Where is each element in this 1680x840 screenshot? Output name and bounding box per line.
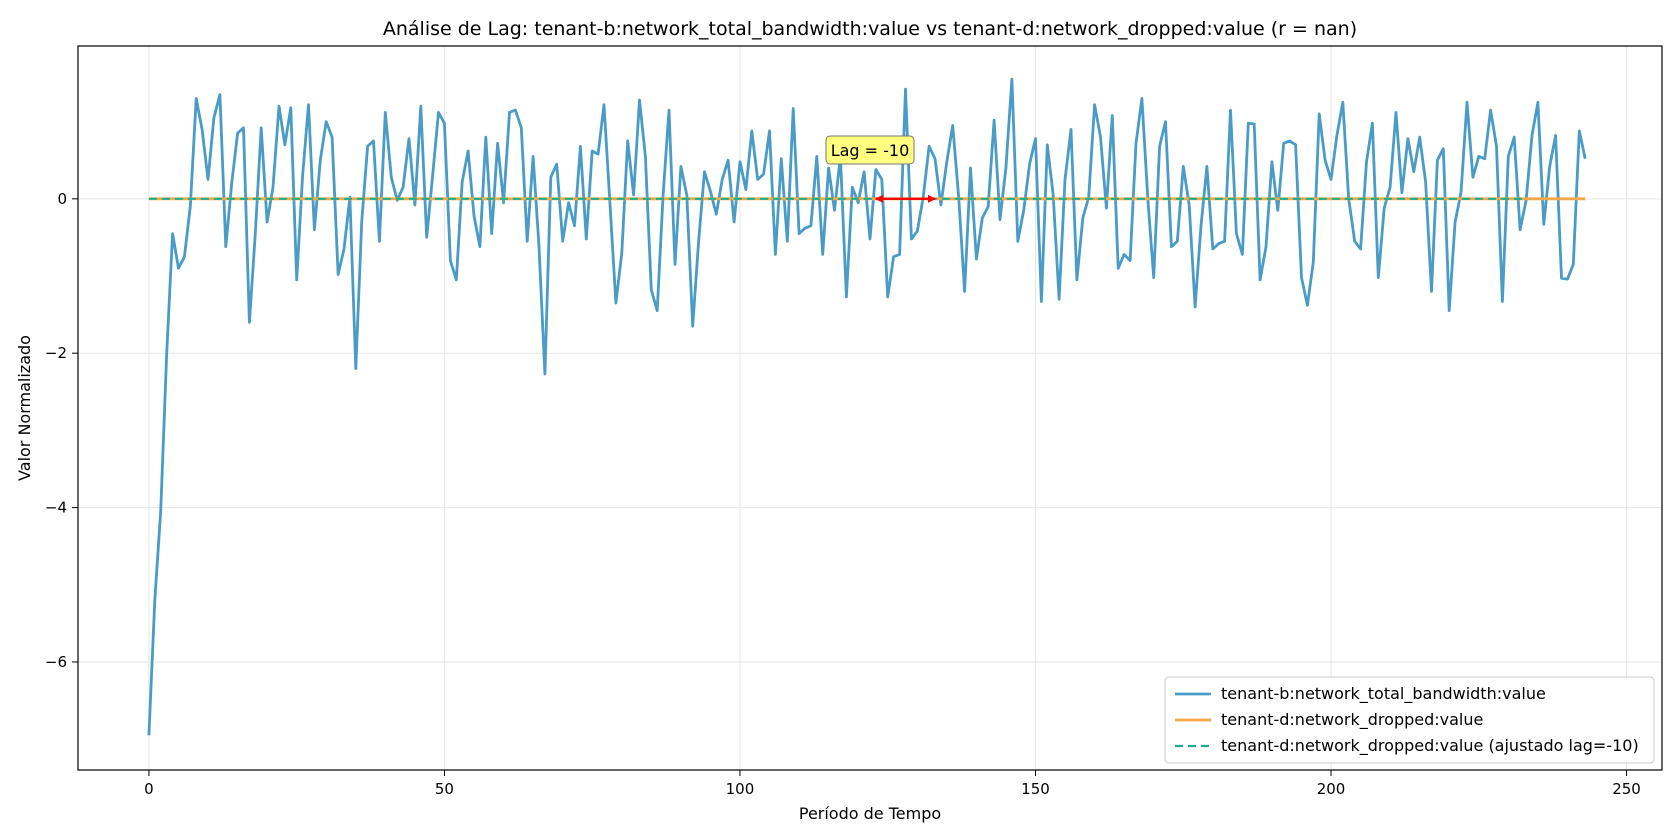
legend-label-2: tenant-d:network_dropped:value (1221, 710, 1483, 730)
x-axis-label: Período de Tempo (799, 804, 941, 823)
x-tick-label: 250 (1612, 780, 1641, 798)
x-tick-label: 50 (435, 780, 454, 798)
series-line-1 (147, 77, 1587, 736)
x-tick-label: 150 (1021, 780, 1050, 798)
lag-label-box (825, 135, 915, 165)
legend: tenant-b:network_total_bandwidth:valuete… (1164, 676, 1655, 764)
y-tick-label: −2 (45, 344, 67, 362)
x-axis-ticks: 0 50 100 150 200 250 (144, 770, 1641, 798)
series-layer (147, 77, 1587, 736)
legend-box (1164, 676, 1655, 764)
y-tick-label: 0 (57, 190, 67, 208)
y-axis-ticks: −6 −4 −2 0 (45, 190, 78, 671)
y-tick-label: −6 (45, 653, 67, 671)
chart-title: Análise de Lag: tenant-b:network_total_b… (383, 18, 1357, 40)
x-tick-label: 200 (1317, 780, 1346, 798)
x-tick-label: 100 (726, 780, 755, 798)
lag-annotation: Lag = -10 (825, 135, 937, 203)
legend-label-3: tenant-d:network_dropped:value (ajustado… (1221, 736, 1639, 756)
y-axis-label: Valor Normalizado (15, 335, 34, 481)
lag-label-text: Lag = -10 (831, 141, 910, 160)
legend-label-1: tenant-b:network_total_bandwidth:value (1221, 684, 1546, 704)
x-tick-label: 0 (144, 780, 154, 798)
y-tick-label: −4 (45, 499, 67, 517)
plot-frame (77, 45, 1663, 771)
